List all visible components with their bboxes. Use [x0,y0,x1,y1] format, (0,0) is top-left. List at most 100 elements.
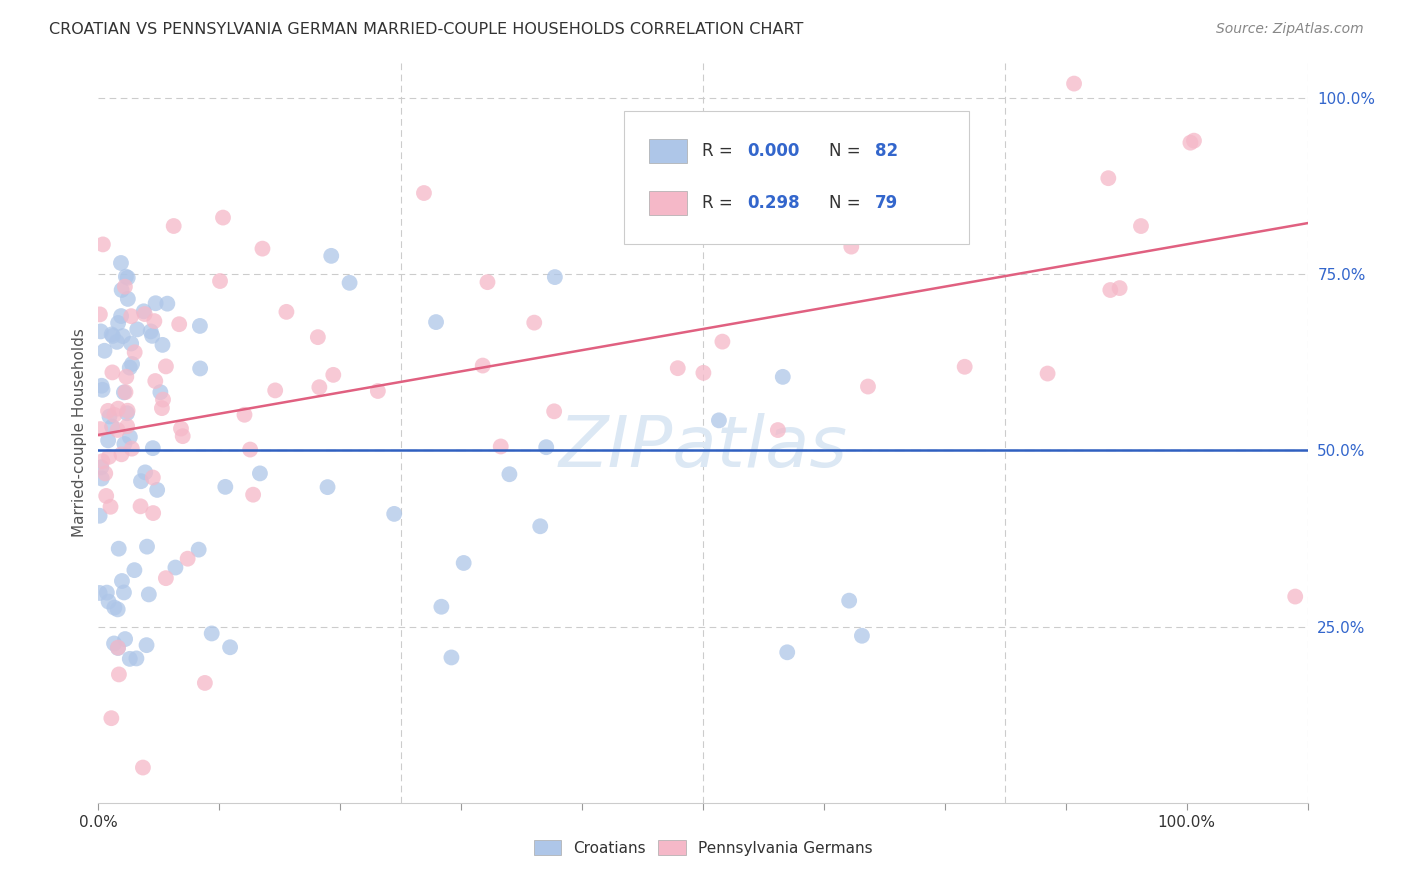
Point [219,640,242,655]
Point [112,385,135,400]
Point [382,507,405,521]
Point [89,307,111,321]
Text: N =: N = [828,194,866,212]
Point [666,361,689,376]
Point [115,369,138,384]
Point [453,556,475,570]
Point [212,211,235,225]
Point [152,338,174,352]
Point [97,434,120,448]
Point [776,645,799,659]
Point [96,585,118,599]
Point [118,360,141,375]
Point [107,640,129,655]
Point [264,384,287,398]
Point [139,325,162,339]
Point [893,220,915,235]
Point [543,404,565,418]
Point [893,154,915,169]
Point [856,379,879,393]
Point [136,540,159,554]
Point [188,318,211,333]
Point [103,636,125,650]
Point [114,632,136,646]
Point [101,329,124,343]
Point [322,368,344,382]
Point [711,334,734,349]
Point [1063,77,1085,91]
Point [1108,281,1130,295]
Point [1180,136,1202,150]
Text: R =: R = [702,194,738,212]
Point [100,711,122,725]
Point [100,327,122,342]
Point [194,676,217,690]
Point [138,587,160,601]
Point [156,296,179,310]
Point [953,359,976,374]
FancyBboxPatch shape [624,111,969,244]
Point [90,460,112,475]
Point [471,359,494,373]
Point [134,466,156,480]
Text: 79: 79 [875,194,898,212]
Point [124,345,146,359]
Point [110,447,132,461]
Point [489,440,512,454]
Point [103,408,125,422]
Point [307,330,329,344]
Point [107,423,129,437]
Point [838,593,860,607]
Point [188,361,211,376]
Point [105,334,128,349]
Point [242,488,264,502]
Text: 82: 82 [875,143,898,161]
Point [91,383,114,397]
Point [146,483,169,497]
Point [120,336,142,351]
Point [110,309,132,323]
Point [107,401,129,416]
Text: Source: ZipAtlas.com: Source: ZipAtlas.com [1216,22,1364,37]
Point [149,385,172,400]
Point [111,574,134,588]
Point [176,551,198,566]
Point [143,314,166,328]
Point [252,242,274,256]
FancyBboxPatch shape [648,139,688,163]
Point [90,325,112,339]
Point [142,506,165,520]
Point [111,329,134,343]
Point [115,406,138,420]
Point [91,454,114,468]
Point [107,541,129,556]
Point [142,470,165,484]
Point [135,638,157,652]
Point [208,274,231,288]
Point [316,480,339,494]
Point [129,500,152,514]
Point [339,276,361,290]
Point [772,369,794,384]
Point [101,419,124,434]
Point [117,292,139,306]
Point [214,480,236,494]
Point [90,378,112,392]
Point [127,322,149,336]
Text: CROATIAN VS PENNSYLVANIA GERMAN MARRIED-COUPLE HOUSEHOLDS CORRELATION CHART: CROATIAN VS PENNSYLVANIA GERMAN MARRIED-… [49,22,804,37]
Point [430,599,453,614]
Point [107,602,129,616]
Point [308,380,330,394]
FancyBboxPatch shape [648,191,688,215]
Point [233,408,256,422]
Point [125,651,148,665]
Point [851,629,873,643]
Point [115,269,138,284]
Point [239,442,262,457]
Point [90,471,112,485]
Point [132,304,155,318]
Point [201,626,224,640]
Point [94,467,117,481]
Point [93,343,115,358]
Point [167,317,190,331]
